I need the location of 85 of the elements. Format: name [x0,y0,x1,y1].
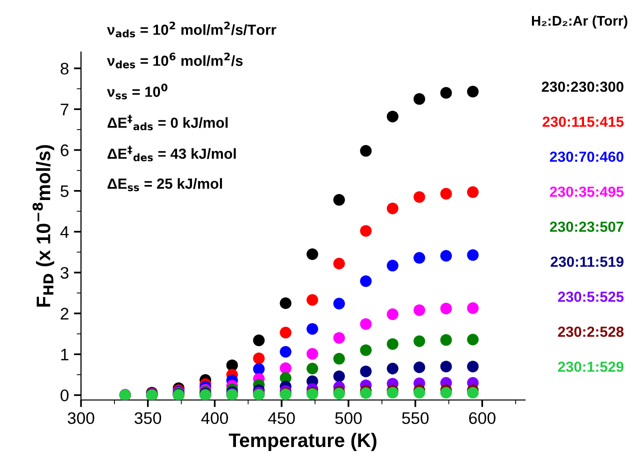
point [386,110,398,122]
y-tick-label: 4 [60,226,69,238]
point [360,366,372,378]
point [386,338,398,350]
x-tick-label: 300 [68,412,94,424]
annotation: ΔE$^{‡}$$_{des}$ = 43 kJ/mol [108,146,236,162]
point [440,250,452,262]
annotation: ΔE$^{‡}$$_{ads}$ = 0 kJ/mol [108,114,228,130]
text: ν$_{ads}$ = 10$^{2}$ mol/m$^{2}$/s/Torr [107,22,276,38]
point [306,294,318,306]
point [280,346,292,358]
point [467,334,479,346]
point [467,386,479,398]
x-tick-label: 600 [469,412,496,424]
y-tick-label: 1 [61,348,68,360]
text: 230:5:525 [558,292,624,302]
point [333,370,345,382]
point [440,188,452,200]
point [440,360,452,372]
point [386,362,398,374]
point [360,318,372,330]
legend-title: H₂:D₂:Ar (Torr) [532,16,628,28]
x-axis-title: Temperature (K) [228,432,376,452]
point [467,86,479,98]
y-tick-label: 6 [60,144,68,156]
y-tick-label: 8 [60,62,68,75]
point [333,332,345,344]
text: 230:70:460 [550,152,624,162]
point [306,323,318,335]
point [467,249,479,261]
y-tick-label: 7 [60,104,68,116]
text: 230:35:495 [550,186,624,197]
point [253,363,265,375]
point [440,334,452,346]
y-tick-label: 0 [60,390,69,402]
point [360,344,372,356]
point [386,308,398,320]
x-tick-label: 500 [335,412,362,424]
y-axis-title: F$_{HD}$ (x 10$^{−8}$mol/s) [32,145,54,307]
point [333,258,345,270]
text: 230:2:528 [558,326,624,337]
point [280,326,292,338]
point [414,335,426,347]
annotation: ν$_{des}$ = 10$^{6}$ mol/m$^{2}$/s [107,52,243,68]
point [333,298,345,310]
point [333,352,345,365]
point [467,302,479,314]
point [440,302,452,314]
point [386,260,398,272]
point [467,186,479,198]
x-tick-label: 400 [201,412,228,424]
point [280,362,292,374]
point [306,362,318,374]
point [414,252,426,264]
point [360,275,372,287]
point [333,194,345,206]
point [306,348,318,360]
point [414,362,426,374]
text: 230:230:300 [542,82,624,92]
point [306,248,318,260]
text: 230:115:415 [542,116,624,127]
point [440,386,452,398]
point [360,225,372,237]
point [414,304,426,316]
point [467,360,479,372]
x-tick-label: 450 [268,412,295,424]
point [253,352,265,364]
y-tick-label: 3 [60,266,68,279]
annotation: ΔE$_{ss}$ = 25 kJ/mol [108,178,222,192]
y-tick-label: 5 [60,185,68,198]
point [414,191,426,203]
text: 230:1:529 [558,362,624,372]
text: 230:23:507 [550,222,624,232]
y-tick-label: 2 [60,308,68,320]
text: 230:11:519 [550,256,624,267]
point [440,87,452,99]
x-tick-label: 350 [134,412,162,424]
point [280,297,292,310]
point [253,334,265,346]
annotation: ν$_{ss}$ = 10$^{0}$ [107,84,168,100]
point [360,145,372,157]
point [414,93,426,105]
point [386,202,398,214]
x-tick-label: 550 [402,412,429,424]
point [414,386,426,398]
